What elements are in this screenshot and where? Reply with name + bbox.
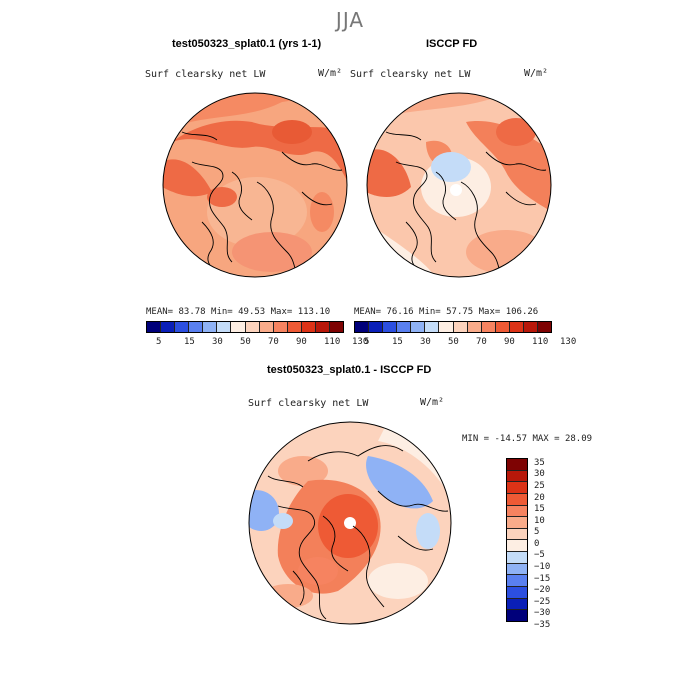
diff-variable-label: Surf clearsky net LW — [248, 398, 369, 409]
colorbar-swatch — [507, 610, 527, 621]
colorbar-tick-label: −35 — [534, 619, 551, 630]
colorbar-swatch — [509, 322, 524, 332]
diff-polar-map — [248, 421, 452, 625]
colorbar-swatch — [411, 322, 426, 332]
colorbar-tick-label: 90 — [296, 337, 307, 347]
colorbar-tick-label: 25 — [534, 480, 545, 491]
colorbar-tick-label: 30 — [212, 337, 223, 347]
right-variable-label: Surf clearsky net LW — [350, 69, 471, 80]
colorbar-swatch — [330, 322, 344, 332]
diff-units-label: W/m² — [420, 397, 445, 408]
colorbar-swatch — [507, 598, 527, 611]
colorbar-swatch — [507, 493, 527, 506]
colorbar-swatch — [273, 322, 288, 332]
colorbar-tick-label: 30 — [420, 337, 431, 347]
colorbar-swatch — [315, 322, 331, 332]
colorbar-swatch — [203, 322, 218, 332]
colorbar-tick-label: 5 — [534, 527, 540, 538]
colorbar-swatch — [481, 322, 496, 332]
colorbar-tick-label: −25 — [534, 596, 551, 607]
colorbar-tick-label: 5 — [156, 337, 162, 347]
colorbar-tick-label: 0 — [534, 538, 540, 549]
colorbar-tick-label: 30 — [534, 469, 545, 480]
right-polar-map — [366, 92, 552, 278]
colorbar-tick-label: −5 — [534, 550, 545, 561]
colorbar-tick-label: 130 — [560, 337, 577, 347]
left-panel-title: test050323_splat0.1 (yrs 1-1) — [172, 38, 322, 50]
left-colorbar — [146, 321, 344, 333]
colorbar-swatch — [217, 322, 232, 332]
colorbar-tick-label: 35 — [534, 457, 545, 468]
colorbar-tick-label: 70 — [476, 337, 487, 347]
colorbar-swatch — [507, 587, 527, 599]
colorbar-swatch — [507, 528, 527, 541]
colorbar-swatch — [147, 322, 162, 332]
colorbar-tick-label: 90 — [504, 337, 515, 347]
colorbar-swatch — [507, 552, 527, 564]
colorbar-tick-label: 50 — [240, 337, 251, 347]
colorbar-swatch — [523, 322, 539, 332]
colorbar-swatch — [507, 575, 527, 588]
colorbar-swatch — [507, 470, 527, 483]
colorbar-swatch — [189, 322, 204, 332]
colorbar-tick-label: 10 — [534, 515, 545, 526]
colorbar-tick-label: 15 — [392, 337, 403, 347]
colorbar-swatch — [453, 322, 468, 332]
colorbar-swatch — [383, 322, 398, 332]
left-stats: MEAN= 83.78 Min= 49.53 Max= 113.10 — [146, 307, 331, 317]
diff-panel-title: test050323_splat0.1 - ISCCP FD — [267, 364, 432, 376]
colorbar-swatch — [507, 482, 527, 494]
colorbar-swatch — [507, 517, 527, 529]
colorbar-swatch — [467, 322, 482, 332]
colorbar-tick-label: −15 — [534, 573, 551, 584]
colorbar-swatch — [495, 322, 510, 332]
right-stats: MEAN= 76.16 Min= 57.75 Max= 106.26 — [354, 307, 539, 317]
colorbar-swatch — [161, 322, 176, 332]
left-polar-map — [162, 92, 348, 278]
colorbar-swatch — [245, 322, 260, 332]
colorbar-swatch — [507, 563, 527, 576]
colorbar-swatch — [301, 322, 316, 332]
colorbar-swatch — [507, 505, 527, 518]
colorbar-tick-label: 20 — [534, 492, 545, 503]
colorbar-tick-label: 50 — [448, 337, 459, 347]
right-units-label: W/m² — [524, 68, 549, 79]
colorbar-swatch — [538, 322, 552, 332]
left-variable-label: Surf clearsky net LW — [145, 69, 266, 80]
colorbar-swatch — [439, 322, 454, 332]
colorbar-swatch — [425, 322, 440, 332]
colorbar-swatch — [507, 540, 527, 553]
colorbar-tick-label: −10 — [534, 561, 551, 572]
colorbar-swatch — [355, 322, 370, 332]
figure-title: JJA — [335, 8, 365, 32]
diff-stats: MIN = -14.57 MAX = 28.09 — [462, 434, 593, 444]
colorbar-tick-label: 15 — [534, 504, 545, 515]
colorbar-tick-label: 70 — [268, 337, 279, 347]
colorbar-tick-label: 15 — [184, 337, 195, 347]
colorbar-swatch — [175, 322, 190, 332]
colorbar-swatch — [369, 322, 384, 332]
colorbar-swatch — [231, 322, 246, 332]
colorbar-tick-label: −20 — [534, 585, 551, 596]
diff-colorbar — [506, 458, 528, 622]
colorbar-tick-label: 5 — [364, 337, 370, 347]
colorbar-swatch — [287, 322, 302, 332]
right-colorbar — [354, 321, 552, 333]
colorbar-swatch — [397, 322, 412, 332]
left-units-label: W/m² — [318, 68, 343, 79]
colorbar-swatch — [507, 459, 527, 471]
colorbar-swatch — [259, 322, 274, 332]
right-panel-title: ISCCP FD — [426, 38, 478, 50]
colorbar-tick-label: 110 — [532, 337, 549, 347]
colorbar-tick-label: −30 — [534, 608, 551, 619]
colorbar-tick-label: 130 — [352, 337, 369, 347]
colorbar-tick-label: 110 — [324, 337, 341, 347]
